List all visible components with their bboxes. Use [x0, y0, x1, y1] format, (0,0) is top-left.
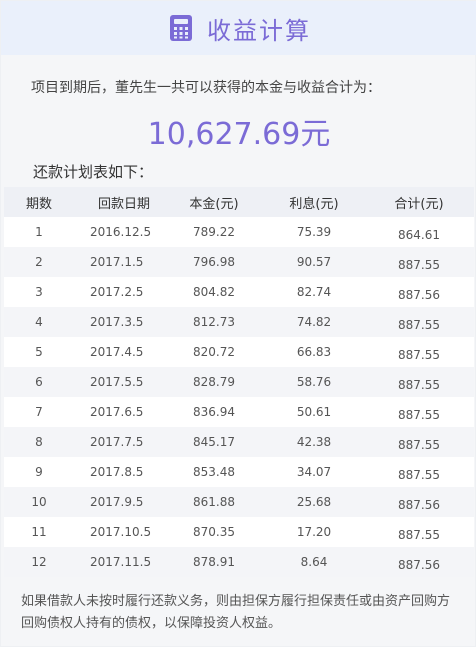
cell-interest: 42.38 — [296, 435, 332, 449]
table-row: 12 2017.11.5 878.91 8.64 887.56 — [4, 547, 474, 577]
cell-interest: 82.74 — [296, 285, 332, 299]
cell-date: 2017.6.5 — [90, 405, 144, 419]
cell-total: 887.56 — [398, 288, 440, 302]
table-row: 2 2017.1.5 796.98 90.57 887.55 — [4, 247, 474, 277]
cell-date: 2017.7.5 — [90, 435, 144, 449]
cell-date: 2017.5.5 — [90, 375, 144, 389]
cell-principal: 804.82 — [193, 285, 235, 299]
cell-principal: 878.91 — [193, 555, 235, 569]
table-row: 7 2017.6.5 836.94 50.61 887.55 — [4, 397, 474, 427]
cell-period: 7 — [35, 405, 43, 419]
table-row: 4 2017.3.5 812.73 74.82 887.55 — [4, 307, 474, 337]
cell-period: 3 — [35, 285, 43, 299]
cell-period: 10 — [31, 495, 47, 509]
cell-principal: 828.79 — [193, 375, 235, 389]
cell-period: 11 — [31, 525, 47, 539]
cell-period: 1 — [35, 225, 43, 239]
cell-interest: 50.61 — [296, 405, 332, 419]
cell-total: 864.61 — [398, 228, 440, 242]
cell-interest: 58.76 — [296, 375, 332, 389]
cell-total: 887.56 — [398, 558, 440, 572]
calculator-icon — [167, 14, 195, 42]
column-header-interest: 利息(元) — [289, 196, 339, 212]
cell-period: 9 — [35, 465, 43, 479]
column-header-principal: 本金(元) — [189, 196, 239, 212]
cell-date: 2017.2.5 — [90, 285, 144, 299]
cell-total: 887.55 — [398, 528, 440, 542]
table-row: 3 2017.2.5 804.82 82.74 887.56 — [4, 277, 474, 307]
guarantee-note: 如果借款人未按时履行还款义务，则由担保方履行担保责任或由资产回购方回购债权人持有… — [21, 594, 451, 631]
cell-period: 4 — [35, 315, 43, 329]
cell-date: 2017.11.5 — [90, 555, 152, 569]
page-title: 收益计算 — [207, 16, 311, 45]
table-row: 5 2017.4.5 820.72 66.83 887.55 — [4, 337, 474, 367]
cell-principal: 789.22 — [193, 225, 235, 239]
cell-period: 5 — [35, 345, 43, 359]
cell-total: 887.55 — [398, 348, 440, 362]
cell-date: 2017.9.5 — [90, 495, 144, 509]
cell-principal: 812.73 — [193, 315, 235, 329]
cell-total: 887.56 — [398, 498, 440, 512]
cell-interest: 34.07 — [296, 465, 332, 479]
table-row: 10 2017.9.5 861.88 25.68 887.56 — [4, 487, 474, 517]
cell-period: 8 — [35, 435, 43, 449]
cell-total: 887.55 — [398, 378, 440, 392]
cell-interest: 8.64 — [300, 555, 328, 569]
cell-principal: 853.48 — [193, 465, 235, 479]
table-row: 8 2017.7.5 845.17 42.38 887.55 — [4, 427, 474, 457]
cell-date: 2017.8.5 — [90, 465, 144, 479]
header: 收益计算 — [1, 1, 476, 55]
table-row: 1 2016.12.5 789.22 75.39 864.61 — [4, 217, 474, 247]
cell-total: 887.55 — [398, 318, 440, 332]
cell-date: 2017.10.5 — [90, 525, 152, 539]
cell-period: 12 — [31, 555, 47, 569]
table-header-row: 期数 回款日期 本金(元) 利息(元) 合计(元) — [4, 187, 474, 217]
cell-date: 2016.12.5 — [90, 225, 152, 239]
cell-total: 887.55 — [398, 468, 440, 482]
cell-principal: 836.94 — [193, 405, 235, 419]
plan-label: 还款计划表如下： — [33, 163, 154, 181]
cell-principal: 861.88 — [193, 495, 235, 509]
column-header-period: 期数 — [25, 196, 52, 212]
cell-principal: 796.98 — [193, 255, 235, 269]
table-row: 9 2017.8.5 853.48 34.07 887.55 — [4, 457, 474, 487]
cell-total: 887.55 — [398, 408, 440, 422]
cell-principal: 820.72 — [193, 345, 235, 359]
cell-interest: 90.57 — [296, 255, 332, 269]
cell-interest: 66.83 — [296, 345, 332, 359]
column-header-total: 合计(元) — [394, 196, 444, 212]
cell-interest: 75.39 — [296, 225, 332, 239]
total-amount: 10,627.69元 — [147, 117, 331, 152]
cell-date: 2017.3.5 — [90, 315, 144, 329]
repayment-table: 期数 回款日期 本金(元) 利息(元) 合计(元) 1 2016.12.5 789.… — [4, 187, 474, 577]
cell-interest: 17.20 — [296, 525, 332, 539]
cell-interest: 74.82 — [296, 315, 332, 329]
summary-intro: 项目到期后，董先生一共可以获得的本金与收益合计为： — [31, 80, 381, 96]
cell-period: 6 — [35, 375, 43, 389]
cell-principal: 845.17 — [193, 435, 235, 449]
cell-interest: 25.68 — [296, 495, 332, 509]
table-row: 11 2017.10.5 870.35 17.20 887.55 — [4, 517, 474, 547]
column-header-date: 回款日期 — [98, 196, 151, 212]
table-row: 6 2017.5.5 828.79 58.76 887.55 — [4, 367, 474, 397]
table-body: 1 2016.12.5 789.22 75.39 864.61 2 2017.1.5 796.… — [4, 217, 474, 577]
cell-date: 2017.1.5 — [90, 255, 144, 269]
cell-period: 2 — [35, 255, 43, 269]
cell-date: 2017.4.5 — [90, 345, 144, 359]
cell-total: 887.55 — [398, 438, 440, 452]
cell-total: 887.55 — [398, 258, 440, 272]
cell-principal: 870.35 — [193, 525, 235, 539]
